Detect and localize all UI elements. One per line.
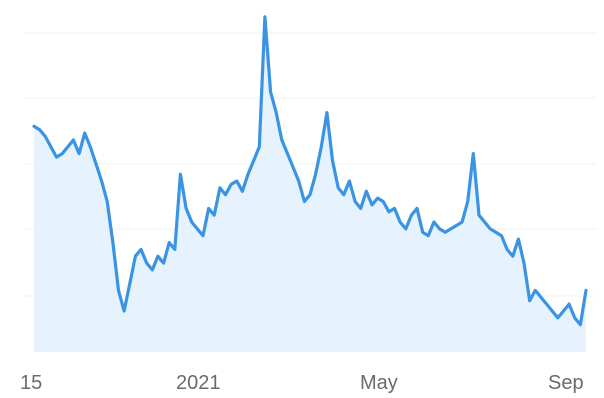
x-tick-label: 2021	[176, 372, 221, 394]
x-tick-label: May	[360, 372, 398, 394]
series-line	[32, 15, 588, 327]
series-area	[34, 16, 586, 353]
x-tick-label: Sep	[548, 372, 584, 394]
x-tick-label: 15	[20, 372, 42, 394]
x-axis-ticks: 15 2021 May Sep	[20, 372, 584, 394]
